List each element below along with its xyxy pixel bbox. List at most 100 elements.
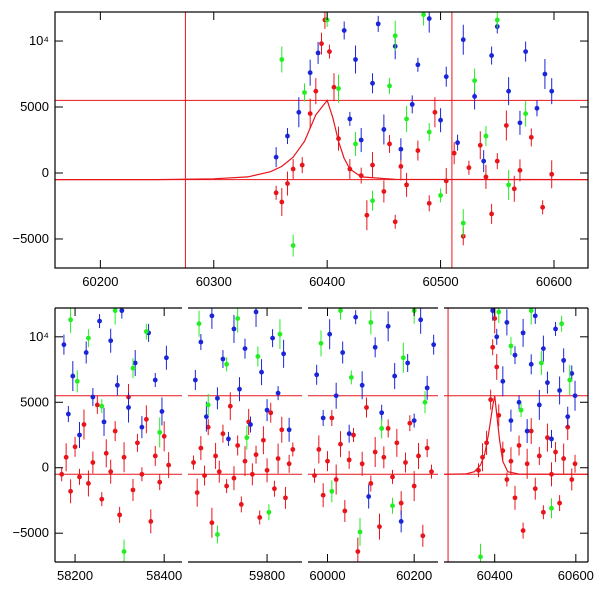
bottom-0-series-0-point-8	[94, 395, 100, 414]
bottom-1-series-0-point-11	[231, 466, 237, 491]
top-series-2-point-15	[483, 126, 489, 147]
bottom-1-series-2-point-8	[277, 319, 283, 350]
bottom-0-series-2-point-5	[121, 539, 127, 562]
data-point	[286, 461, 292, 467]
bottom-1-series-2-point-4	[235, 308, 241, 333]
bottom-3-series-0-point-16	[532, 477, 538, 500]
bottom-1-series-1-point-2	[203, 401, 209, 432]
data-point	[99, 403, 105, 409]
bottom-1-series-0-point-22	[272, 480, 277, 497]
data-point	[83, 350, 89, 355]
bottom-3-series-1-point-1	[494, 328, 500, 345]
top-series-2-point-1	[290, 234, 296, 257]
bottom-3-series-2-point-2	[508, 336, 514, 355]
bottom-2-series-1-point-14	[405, 353, 411, 372]
top-series-1-point-26	[517, 110, 523, 135]
bottom-xtick-label: 60400	[477, 568, 513, 583]
data-point	[370, 80, 375, 86]
data-point	[94, 402, 100, 408]
data-point	[489, 211, 495, 217]
top-series-1-point-8	[358, 128, 364, 152]
bottom-0-series-0-point-6	[86, 470, 91, 497]
data-point	[405, 360, 411, 366]
bottom-3-series-1-point-11	[536, 389, 542, 420]
top-series-0-point-37	[549, 160, 555, 189]
data-point	[455, 140, 460, 146]
bottom-3-series-0-point-11	[512, 485, 518, 510]
data-point	[508, 343, 514, 349]
data-point	[490, 308, 496, 314]
bottom-3-series-0-point-18	[540, 505, 546, 520]
data-point	[353, 57, 358, 62]
data-point	[235, 443, 241, 448]
bottom-2-series-2-point-7	[390, 497, 395, 514]
data-point	[231, 326, 237, 332]
model-curve	[444, 395, 588, 475]
data-point	[331, 84, 337, 90]
top-xtick-label: 60600	[536, 274, 572, 289]
bottom-2-series-1-point-7	[359, 371, 365, 400]
top-series-1-point-22	[481, 150, 487, 173]
top-series-1-point-7	[353, 45, 358, 74]
data-point	[409, 101, 415, 107]
bottom-0-series-0-point-20	[148, 509, 154, 534]
data-point	[253, 452, 259, 458]
top-series-0-point-5	[307, 98, 313, 129]
data-point	[460, 37, 466, 43]
data-point	[275, 390, 281, 396]
data-point	[503, 123, 509, 128]
top-series-1-point-15	[415, 57, 421, 72]
data-point	[273, 190, 279, 196]
bottom-0-series-1-point-17	[164, 345, 169, 370]
data-point	[277, 331, 283, 337]
top-series-1-point-4	[315, 41, 321, 64]
data-point	[192, 377, 198, 383]
data-point	[329, 415, 335, 421]
data-point	[285, 181, 290, 186]
data-point	[545, 435, 550, 441]
bottom-0-series-0-point-0	[59, 467, 65, 482]
bottom-2-series-0-point-25	[420, 524, 426, 547]
bottom-2-series-0-point-8	[346, 450, 352, 469]
data-point	[205, 424, 211, 430]
data-point	[516, 443, 522, 448]
bottom-1-series-0-point-24	[279, 416, 285, 443]
bottom-1-series-0-point-23	[275, 443, 281, 474]
bottom-2-series-1-point-18	[431, 334, 437, 355]
data-point	[285, 133, 290, 139]
bottom-1-series-2-point-5	[244, 425, 250, 450]
data-point	[279, 199, 285, 205]
bottom-ytick-label: 5000	[20, 394, 49, 409]
data-point	[490, 344, 496, 350]
top-series-0-point-4	[299, 157, 305, 174]
top-series-1-point-13	[398, 138, 404, 161]
bottom-2-series-0-point-12	[364, 397, 369, 418]
top-series-0-point-36	[540, 200, 546, 215]
data-point	[364, 405, 369, 410]
data-point	[315, 50, 321, 56]
data-point	[517, 120, 523, 126]
bottom-0-series-1-point-7	[101, 407, 107, 436]
bottom-2-series-1-point-17	[424, 375, 430, 400]
data-point	[416, 453, 421, 459]
top-series-0-point-22	[426, 195, 432, 212]
bottom-0-series-0-point-19	[143, 405, 149, 434]
bottom-0-series-2-point-7	[143, 323, 149, 340]
bottom-0-series-1-point-15	[152, 373, 158, 388]
bottom-3-series-0-point-19	[545, 423, 550, 452]
data-point	[231, 475, 237, 481]
top-series-0-point-25	[451, 142, 457, 165]
bottom-2-series-0-point-18	[390, 469, 395, 484]
bottom-0-series-1-point-11	[126, 392, 131, 423]
data-point	[404, 116, 409, 122]
top-series-1-point-3	[307, 59, 313, 86]
data-point	[424, 385, 430, 391]
data-point	[559, 321, 565, 327]
bottom-1-series-0-point-0	[191, 455, 196, 470]
top-series-0-point-33	[511, 175, 517, 202]
bottom-2-series-1-point-16	[418, 308, 424, 334]
bottom-3-series-2-point-8	[567, 365, 573, 396]
data-point	[506, 88, 512, 94]
bottom-2-series-0-point-0	[312, 468, 317, 483]
data-point	[268, 410, 274, 416]
